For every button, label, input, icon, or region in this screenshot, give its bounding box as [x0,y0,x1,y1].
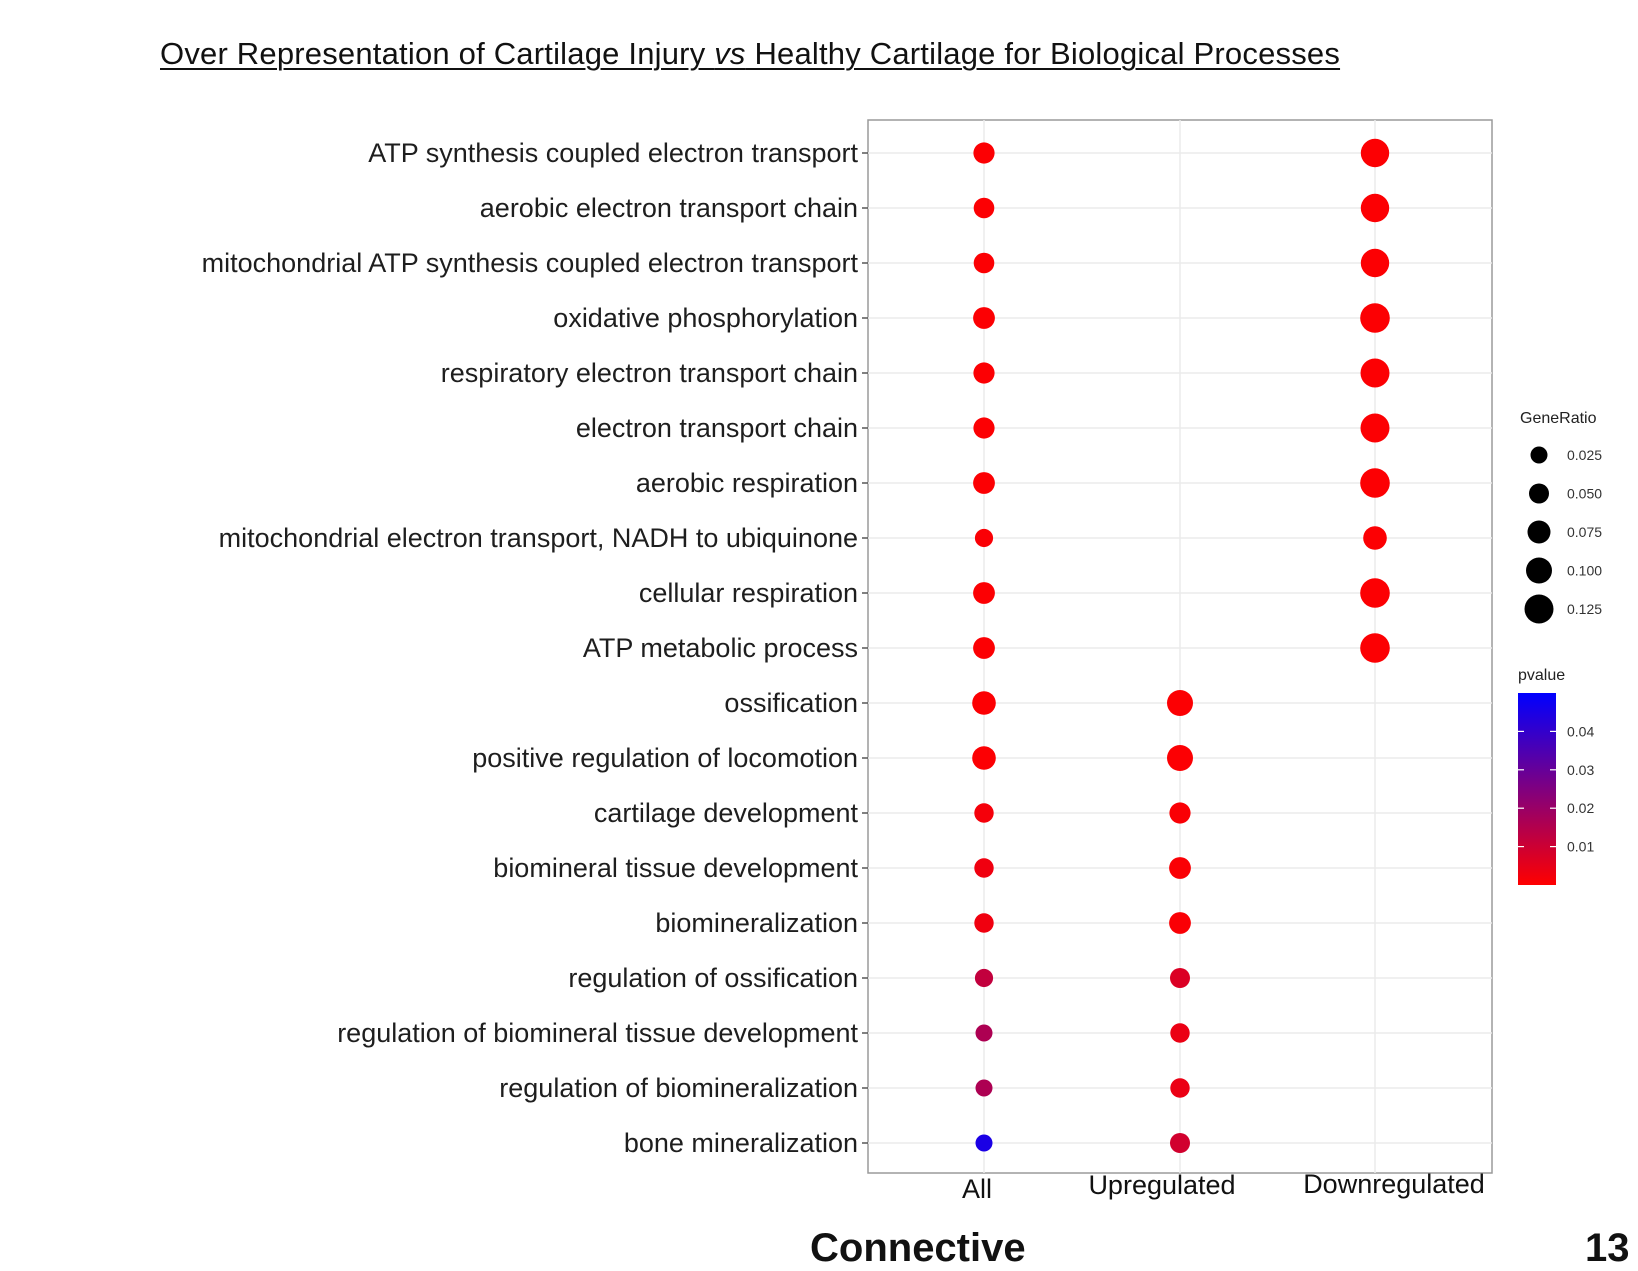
data-point [973,252,995,274]
data-point [1360,303,1390,333]
data-point [975,1134,993,1152]
size-legend-label: 0.025 [1567,447,1602,463]
y-tick-label: regulation of biomineral tissue developm… [337,1018,858,1048]
data-point [973,472,995,494]
data-point [1170,1078,1190,1098]
color-legend-label: 0.03 [1567,762,1594,778]
data-point [973,362,995,384]
cutoff-text-right: 13 [1585,1226,1630,1270]
title-part-1: Over Representation of Cartilage Injury [160,36,715,71]
data-point [1363,526,1387,550]
data-point [1360,193,1390,223]
y-tick-label: cartilage development [594,798,859,828]
title-italic: vs [714,36,746,71]
data-point [974,968,994,988]
y-tick-label: ossification [724,688,858,718]
color-legend-title: pvalue [1518,667,1565,684]
size-legend-dot [1526,557,1552,584]
y-tick-label: mitochondrial electron transport, NADH t… [219,523,858,553]
size-legend-title: GeneRatio [1520,410,1597,427]
y-tick-label: positive regulation of locomotion [472,743,858,773]
data-point [1169,802,1191,824]
data-point [1167,745,1193,771]
size-legend-label: 0.050 [1567,486,1602,502]
y-tick-label: biomineralization [655,908,858,938]
y-tick-label: regulation of biomineralization [499,1073,858,1103]
data-point [1360,138,1390,168]
color-legend-label: 0.02 [1567,800,1594,816]
data-point [975,1079,993,1097]
data-point [973,142,995,164]
data-point [1169,857,1191,879]
y-tick-label: biomineral tissue development [493,853,858,883]
data-point [974,913,994,933]
data-point [974,528,994,548]
data-point [1170,968,1190,988]
data-point [1169,912,1191,934]
size-legend-label: 0.100 [1567,563,1602,579]
y-tick-label: oxidative phosphorylation [553,303,858,333]
data-point [1360,248,1390,278]
data-point [973,417,995,439]
data-point [1360,468,1390,498]
y-tick-label: electron transport chain [576,413,858,443]
y-tick-label: aerobic electron transport chain [480,193,858,223]
cutoff-text-left: Connective [810,1226,1026,1270]
data-point [973,307,995,329]
y-tick-label: bone mineralization [624,1128,858,1158]
data-point [973,197,995,219]
data-point [1360,358,1390,388]
y-tick-label: ATP metabolic process [583,633,858,663]
color-legend-label: 0.04 [1567,723,1594,739]
x-tick-label: Downregulated [1303,1169,1485,1199]
title-part-2: Healthy Cartilage for Biological Process… [745,36,1341,71]
y-tick-label: mitochondrial ATP synthesis coupled elec… [202,248,859,278]
y-tick-label: regulation of ossification [568,963,858,993]
y-tick-label: respiratory electron transport chain [441,358,858,388]
chart-title: Over Representation of Cartilage Injury … [160,36,1550,72]
size-legend-dot [1524,594,1554,624]
color-legend-label: 0.01 [1567,839,1594,855]
data-point [974,858,994,878]
data-point [1170,1133,1190,1153]
data-point [973,582,995,604]
size-legend-label: 0.125 [1567,601,1602,617]
size-legend-label: 0.075 [1567,524,1602,540]
color-legend-bar [1518,693,1556,885]
data-point [973,637,995,659]
data-point [972,746,996,770]
data-point [974,803,994,823]
dot-plot-chart: ATP synthesis coupled electron transport… [202,119,1602,1204]
data-point [1360,633,1390,663]
data-point [975,1024,993,1042]
y-tick-label: ATP synthesis coupled electron transport [368,138,858,168]
y-tick-label: aerobic respiration [636,468,858,498]
x-tick-label: All [962,1174,992,1204]
size-legend-dot [1527,520,1551,544]
data-point [1167,690,1193,716]
size-legend-dot [1530,446,1548,464]
data-point [1170,1023,1190,1043]
size-legend-dot [1529,483,1549,504]
data-point [1360,578,1390,608]
data-point [972,691,996,715]
x-tick-label: Upregulated [1088,1170,1235,1200]
data-point [1360,413,1390,443]
y-tick-label: cellular respiration [639,578,858,608]
